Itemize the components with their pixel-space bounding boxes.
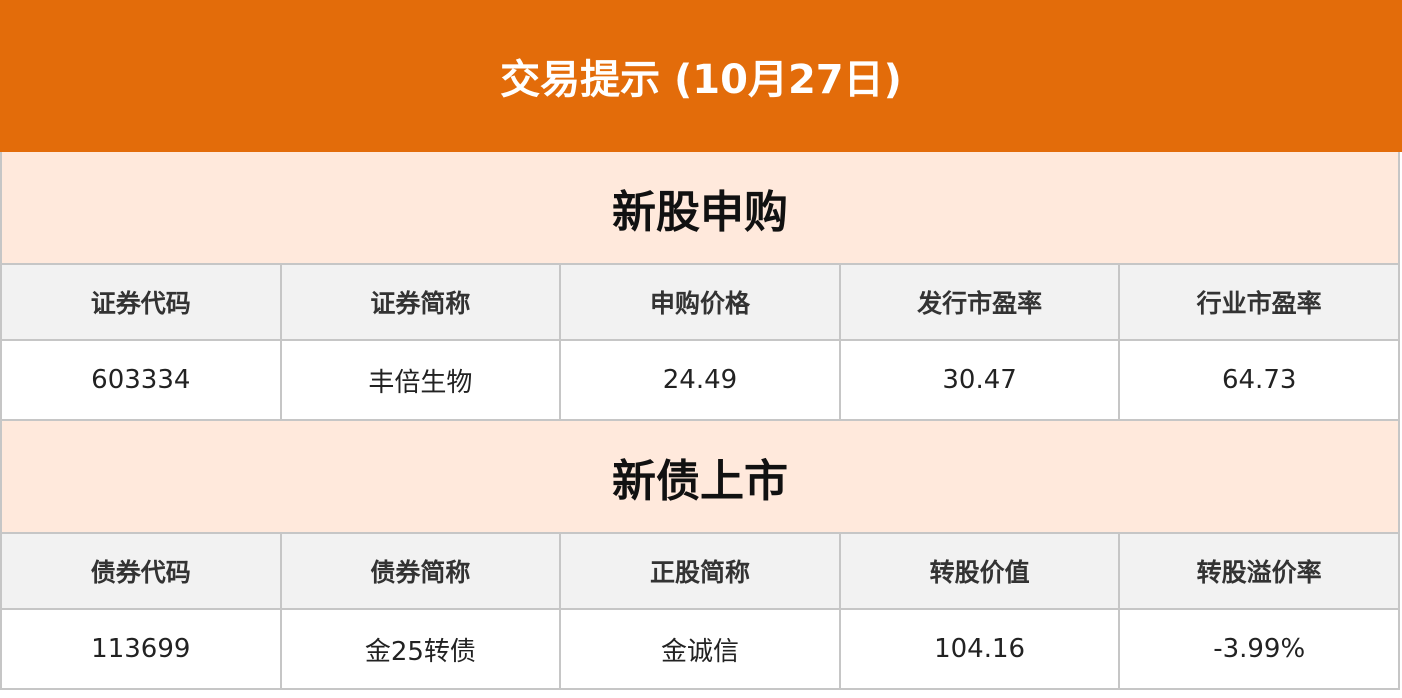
table-cell: 603334: [0, 339, 282, 421]
column-header: 债券简称: [279, 532, 562, 610]
column-header: 转股价值: [838, 532, 1121, 610]
table-row: 113699 金25转债 金诚信 104.16 -3.99%: [0, 608, 1400, 690]
column-header: 债券代码: [0, 532, 282, 610]
table-cell: 金诚信: [559, 608, 841, 690]
column-header: 申购价格: [559, 263, 841, 341]
table-cell: 丰倍生物: [279, 339, 562, 421]
page-title: 交易提示 (10月27日): [0, 0, 1402, 152]
ipo-header-row: 证券代码 证券简称 申购价格 发行市盈率 行业市盈率: [0, 263, 1400, 341]
table-cell: 64.73: [1118, 339, 1400, 421]
table-row: 603334 丰倍生物 24.49 30.47 64.73: [0, 339, 1400, 421]
table-cell: -3.99%: [1118, 608, 1400, 690]
column-header: 行业市盈率: [1118, 263, 1400, 341]
ipo-section-title: 新股申购: [0, 152, 1400, 265]
table-cell: 24.49: [559, 339, 841, 421]
column-header: 转股溢价率: [1118, 532, 1400, 610]
column-header: 发行市盈率: [838, 263, 1121, 341]
column-header: 证券简称: [279, 263, 562, 341]
trading-tips-table: 新股申购 证券代码 证券简称 申购价格 发行市盈率 行业市盈率 603334 丰…: [0, 152, 1400, 690]
bonds-header-row: 债券代码 债券简称 正股简称 转股价值 转股溢价率: [0, 532, 1400, 610]
bonds-section-title: 新债上市: [0, 419, 1400, 534]
table-cell: 104.16: [838, 608, 1121, 690]
table-cell: 30.47: [838, 339, 1121, 421]
column-header: 证券代码: [0, 263, 282, 341]
table-cell: 金25转债: [279, 608, 562, 690]
table-cell: 113699: [0, 608, 282, 690]
column-header: 正股简称: [559, 532, 841, 610]
